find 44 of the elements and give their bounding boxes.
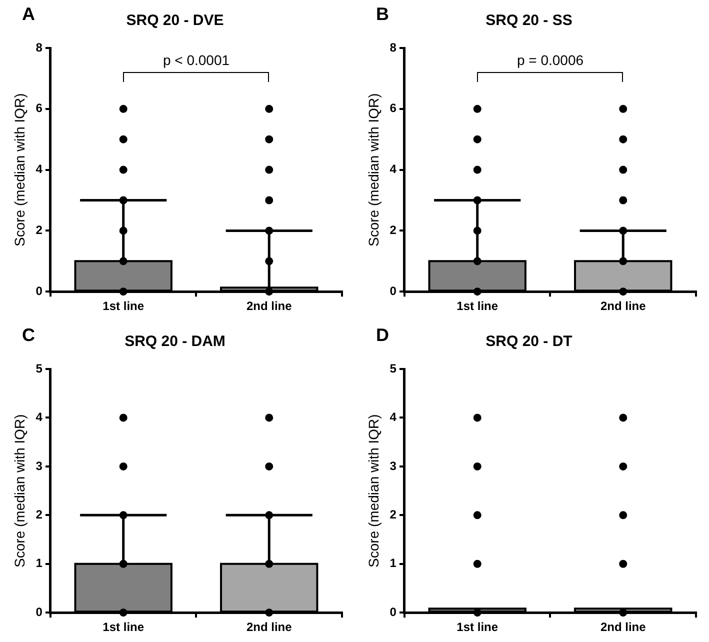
x-tick-label: 1st line — [456, 299, 498, 314]
chart-title: SRQ 20 - SS — [486, 12, 572, 30]
x-tick-label: 1st line — [102, 299, 144, 314]
y-tick-label: 0 — [36, 604, 43, 619]
x-tick-label: 2nd line — [246, 299, 292, 314]
y-tick-label: 6 — [36, 101, 43, 116]
chart-title: SRQ 20 - DVE — [126, 12, 224, 30]
y-tick-label: 0 — [390, 284, 397, 298]
chart-title: SRQ 20 - DAM — [124, 333, 226, 350]
x-tick-label: 1st line — [102, 620, 144, 634]
annotation: p < 0.0001 — [162, 52, 230, 68]
x-tick-label: 2nd line — [600, 299, 646, 314]
y-tick-label: 6 — [390, 101, 397, 116]
y-tick-label: 0 — [390, 604, 397, 619]
y-axis-title: Score (median with IQR) — [365, 93, 382, 246]
y-tick-label: 5 — [36, 361, 43, 376]
y-tick-label: 2 — [36, 507, 43, 522]
y-tick-label: 8 — [390, 40, 397, 54]
y-tick-label: 2 — [390, 223, 397, 238]
x-tick-label: 2nd line — [600, 620, 646, 634]
y-tick-label: 2 — [390, 507, 397, 522]
y-tick-label: 3 — [36, 458, 43, 473]
y-tick-label: 2 — [36, 223, 43, 238]
y-tick-label: 4 — [36, 410, 43, 424]
y-tick-label: 1 — [390, 556, 397, 570]
y-tick-label: 4 — [36, 162, 43, 176]
y-tick-label: 0 — [36, 284, 43, 298]
annotation: p = 0.0006 — [516, 52, 584, 68]
y-axis-title: Score (median with IQR) — [11, 93, 28, 246]
y-tick-label: 4 — [390, 410, 397, 424]
y-tick-label: 4 — [390, 162, 397, 176]
y-axis-title: Score (median with IQR) — [365, 414, 382, 568]
chart-title: SRQ 20 - DT — [486, 333, 572, 350]
text: C — [22, 324, 35, 345]
text: B — [376, 4, 389, 24]
text: D — [376, 324, 389, 345]
y-axis-title: Score (median with IQR) — [11, 414, 28, 568]
x-tick-label: 2nd line — [246, 620, 292, 634]
y-tick-label: 3 — [390, 458, 397, 473]
text: A — [22, 4, 35, 24]
y-tick-label: 8 — [36, 40, 43, 54]
x-tick-label: 1st line — [456, 620, 498, 634]
y-tick-label: 1 — [36, 556, 43, 570]
y-tick-label: 5 — [390, 361, 397, 376]
